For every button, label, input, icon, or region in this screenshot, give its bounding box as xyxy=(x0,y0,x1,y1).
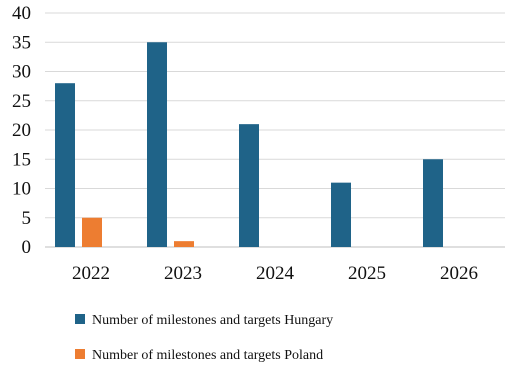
y-tick-label: 5 xyxy=(22,208,32,229)
x-tick-label: 2023 xyxy=(164,263,202,284)
y-tick-label: 30 xyxy=(12,62,31,83)
y-tick-label: 15 xyxy=(12,149,31,170)
y-tick-label: 0 xyxy=(22,237,32,258)
gridlines xyxy=(45,12,505,248)
legend-label-hungary: Number of milestones and targets Hungary xyxy=(92,313,333,328)
legend-item-hungary: Number of milestones and targets Hungary xyxy=(75,313,333,328)
x-tick-label: 2026 xyxy=(440,263,478,284)
x-tick-label: 2022 xyxy=(72,263,110,284)
y-axis-ticks: 0 5 10 15 20 25 30 35 40 xyxy=(12,3,31,258)
legend: Number of milestones and targets Hungary… xyxy=(75,313,333,363)
y-tick-label: 10 xyxy=(12,179,31,200)
bar-hungary-2025 xyxy=(331,182,351,247)
legend-swatch-poland xyxy=(75,349,85,359)
x-axis-ticks: 2022 2023 2024 2025 2026 xyxy=(72,263,478,284)
bars xyxy=(55,42,443,247)
bar-hungary-2024 xyxy=(239,124,259,247)
y-tick-label: 35 xyxy=(12,32,31,53)
x-tick-label: 2025 xyxy=(348,263,386,284)
bar-hungary-2022 xyxy=(55,83,75,247)
bar-hungary-2023 xyxy=(147,42,167,247)
legend-item-poland: Number of milestones and targets Poland xyxy=(75,348,323,363)
legend-swatch-hungary xyxy=(75,314,85,324)
legend-label-poland: Number of milestones and targets Poland xyxy=(92,348,323,363)
y-tick-label: 25 xyxy=(12,91,31,112)
bar-poland-2023 xyxy=(174,241,194,247)
bar-poland-2022 xyxy=(82,217,102,247)
x-tick-label: 2024 xyxy=(256,263,295,284)
bar-hungary-2026 xyxy=(423,159,443,247)
y-tick-label: 40 xyxy=(12,3,31,24)
y-tick-label: 20 xyxy=(12,120,31,141)
